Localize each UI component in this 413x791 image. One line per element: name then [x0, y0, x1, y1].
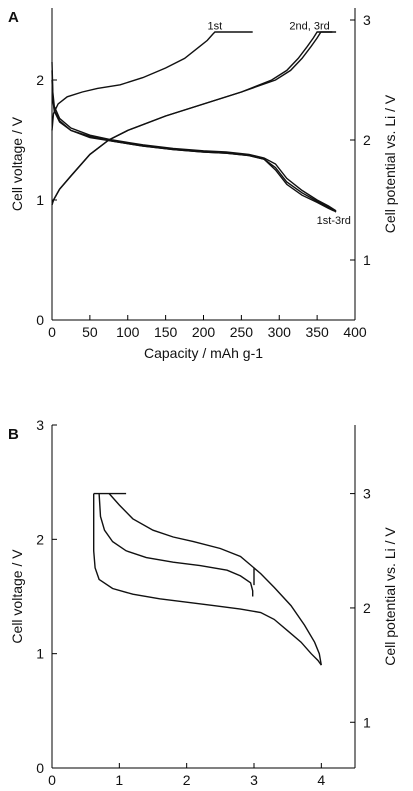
- x-tick-label: 2: [183, 772, 191, 788]
- y-tick-label: 0: [36, 312, 44, 328]
- x-tick-label: 200: [192, 324, 216, 340]
- y-tick-label: 1: [36, 646, 44, 662]
- series-line-6: [51, 31, 337, 206]
- x-tick-label: 250: [230, 324, 254, 340]
- y2-tick-label: 2: [363, 600, 371, 616]
- y-axis-label: Cell voltage / V: [9, 549, 25, 644]
- cycle-annotation: 2nd, 3rd: [289, 21, 329, 33]
- series-line-5: [51, 31, 333, 206]
- y2-tick-label: 1: [363, 714, 371, 730]
- y2-axis-label: Cell potential vs. Li / V: [382, 94, 398, 233]
- y2-tick-label: 1: [363, 252, 371, 268]
- y-tick-label: 0: [36, 760, 44, 776]
- panel-label: B: [8, 426, 19, 443]
- y2-tick-label: 3: [363, 12, 371, 28]
- panel-a-chart: A 0 50 100 150 200 250 300 350 400 0 1 2 1 2 3 Capacity …: [8, 8, 398, 361]
- x-tick-label: 400: [343, 324, 367, 340]
- panel-label: A: [8, 9, 19, 26]
- series-line-5: [108, 493, 255, 586]
- series-line-4: [51, 31, 253, 131]
- x-tick-label: 3: [250, 772, 258, 788]
- y-tick-label: 2: [36, 72, 44, 88]
- series-line-1: [51, 61, 337, 212]
- x-tick-label: 4: [317, 772, 325, 788]
- series-line-1: [93, 493, 322, 666]
- series-line-2: [51, 70, 337, 213]
- y-tick-label: 1: [36, 192, 44, 208]
- y-tick-label: 3: [36, 417, 44, 433]
- cycle-annotation: 1st-3rd: [317, 215, 351, 227]
- x-tick-label: 1: [115, 772, 123, 788]
- series-line-2: [253, 567, 322, 666]
- y-tick-label: 2: [36, 531, 44, 547]
- y2-tick-label: 2: [363, 132, 371, 148]
- y2-tick-label: 3: [363, 486, 371, 502]
- x-tick-label: 0: [48, 772, 56, 788]
- x-tick-label: 150: [154, 324, 178, 340]
- x-tick-label: 100: [116, 324, 140, 340]
- x-tick-label: 300: [268, 324, 292, 340]
- x-axis-label: Capacity / mAh g-1: [144, 345, 263, 361]
- x-tick-label: 0: [48, 324, 56, 340]
- x-tick-label: 350: [305, 324, 329, 340]
- x-tick-label: 50: [82, 324, 98, 340]
- y2-axis-label: Cell potential vs. Li / V: [382, 527, 398, 666]
- y-axis-label: Cell voltage / V: [9, 116, 25, 211]
- series-line-4: [98, 493, 254, 597]
- cycle-annotation: 1st: [208, 21, 223, 33]
- series-line-3: [51, 79, 335, 212]
